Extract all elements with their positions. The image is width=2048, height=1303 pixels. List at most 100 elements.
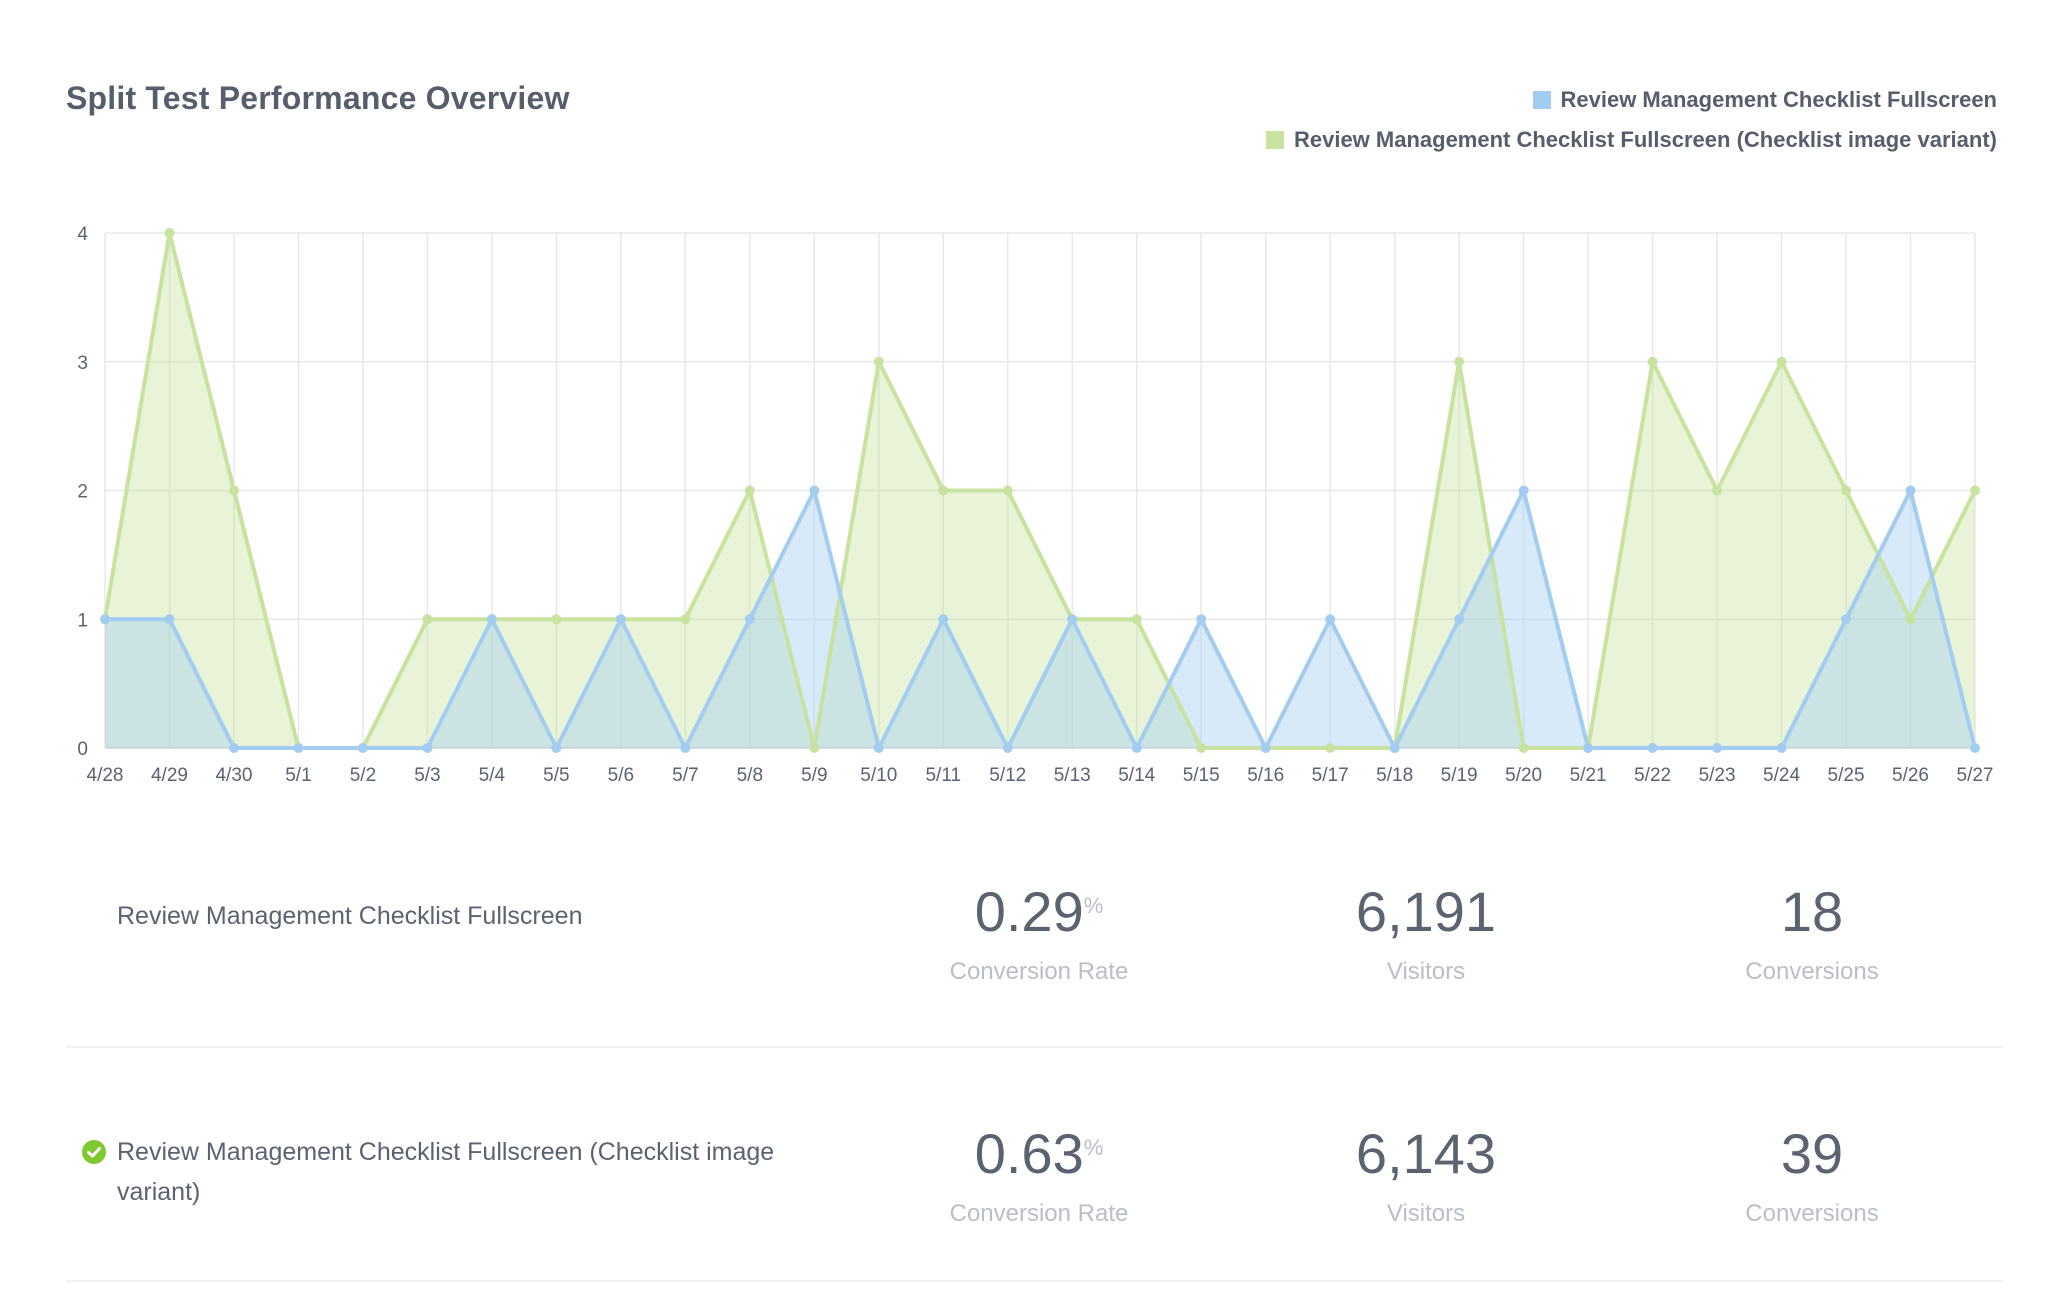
data-point[interactable] <box>1647 743 1658 753</box>
data-point[interactable] <box>1389 743 1400 753</box>
x-tick-label: 5/12 <box>989 765 1026 786</box>
data-point[interactable] <box>228 743 239 753</box>
data-point[interactable] <box>1518 743 1529 753</box>
data-point[interactable] <box>1325 614 1336 625</box>
data-point[interactable] <box>551 743 562 753</box>
x-tick-label: 5/25 <box>1828 765 1865 786</box>
x-tick-label: 5/22 <box>1634 765 1671 786</box>
x-tick-label: 5/4 <box>479 765 506 786</box>
data-point[interactable] <box>1454 614 1465 625</box>
data-point[interactable] <box>1712 743 1723 753</box>
conversion-rate-number: 0.29 <box>974 880 1084 943</box>
conversion-rate-label: Conversion Rate <box>949 958 1129 985</box>
data-point[interactable] <box>938 614 949 625</box>
data-point[interactable] <box>1905 485 1916 496</box>
data-point[interactable] <box>744 485 755 496</box>
y-tick-label: 2 <box>77 482 88 503</box>
data-point[interactable] <box>100 614 110 625</box>
visitors-value: 6,191 <box>1355 880 1497 943</box>
data-point[interactable] <box>744 614 755 625</box>
data-point[interactable] <box>938 485 949 496</box>
x-tick-label: 5/5 <box>543 765 569 786</box>
data-point[interactable] <box>1131 743 1142 753</box>
y-tick-label: 1 <box>77 610 88 631</box>
y-tick-label: 0 <box>77 739 88 760</box>
x-tick-label: 5/10 <box>860 765 897 786</box>
x-tick-label: 5/11 <box>925 765 961 786</box>
visitors-metric: 6,143 Visitors <box>1276 1122 1576 1228</box>
data-point[interactable] <box>873 356 884 367</box>
data-point[interactable] <box>873 743 884 753</box>
legend-swatch-variant <box>1265 131 1284 149</box>
data-point[interactable] <box>1905 614 1916 625</box>
conversions-label: Conversions <box>1745 1200 1879 1227</box>
conversion-rate-label: Conversion Rate <box>949 1200 1129 1227</box>
data-point[interactable] <box>1518 485 1529 496</box>
data-point[interactable] <box>809 743 820 753</box>
data-point[interactable] <box>680 614 691 625</box>
percent-unit: % <box>1083 1135 1104 1160</box>
chart-points[interactable] <box>100 228 1980 753</box>
variant-row-control[interactable]: Review Management Checklist Fullscreen 0… <box>66 860 2002 1048</box>
x-tick-label: 5/14 <box>1118 765 1155 786</box>
series-line-1 <box>103 231 1977 750</box>
conversions-metric: 39 Conversions <box>1662 1122 1962 1228</box>
visitors-value: 6,143 <box>1355 1122 1497 1185</box>
x-tick-label: 5/18 <box>1376 765 1413 786</box>
data-point[interactable] <box>1647 356 1658 367</box>
legend-label-variant: Review Management Checklist Fullscreen (… <box>1293 127 1997 152</box>
data-point[interactable] <box>551 614 562 625</box>
variant-name: Review Management Checklist Fullscreen (… <box>117 1138 775 1206</box>
data-point[interactable] <box>1002 485 1013 496</box>
y-tick-label: 3 <box>77 353 88 374</box>
data-point[interactable] <box>1776 743 1787 753</box>
chart-legend: Review Management Checklist Fullscreen R… <box>1265 80 1997 160</box>
x-tick-label: 5/20 <box>1505 765 1542 786</box>
data-point[interactable] <box>1970 485 1980 496</box>
data-point[interactable] <box>809 485 820 496</box>
data-point[interactable] <box>1970 743 1980 753</box>
data-point[interactable] <box>1196 614 1207 625</box>
data-point[interactable] <box>1841 485 1852 496</box>
legend-swatch-control <box>1532 91 1551 109</box>
data-point[interactable] <box>486 614 497 625</box>
series-line-0 <box>105 488 1977 750</box>
page-title: Split Test Performance Overview <box>66 80 570 116</box>
data-point[interactable] <box>1712 485 1723 496</box>
x-tick-label: 4/29 <box>151 765 188 786</box>
data-point[interactable] <box>1454 356 1465 367</box>
data-point[interactable] <box>1260 743 1271 753</box>
data-point[interactable] <box>1583 743 1594 753</box>
data-point[interactable] <box>164 614 175 625</box>
data-point[interactable] <box>422 743 433 753</box>
data-point[interactable] <box>422 614 433 625</box>
data-point[interactable] <box>228 485 239 496</box>
chart-areas <box>105 233 1975 748</box>
data-point[interactable] <box>1002 743 1013 753</box>
series-area-0 <box>105 490 1975 748</box>
conversions-value: 18 <box>1780 880 1844 943</box>
data-point[interactable] <box>1841 614 1852 625</box>
visitors-label: Visitors <box>1386 1200 1466 1227</box>
data-point[interactable] <box>615 614 626 625</box>
data-point[interactable] <box>1067 614 1078 625</box>
data-point[interactable] <box>1325 743 1336 753</box>
legend-item-control[interactable]: Review Management Checklist Fullscreen <box>1266 80 1997 120</box>
conversion-rate-metric: 0.29% Conversion Rate <box>889 880 1189 986</box>
data-point[interactable] <box>1196 743 1207 753</box>
conversion-rate-number: 0.63 <box>974 1122 1084 1185</box>
data-point[interactable] <box>1776 356 1787 367</box>
data-point[interactable] <box>357 743 368 753</box>
percent-unit: % <box>1083 893 1104 918</box>
conversions-value: 39 <box>1780 1122 1844 1185</box>
conversion-rate-value: 0.29% <box>889 880 1189 944</box>
data-point[interactable] <box>164 228 175 238</box>
x-tick-label: 5/8 <box>737 765 763 786</box>
conversions-label: Conversions <box>1745 958 1879 985</box>
data-point[interactable] <box>293 743 304 753</box>
legend-item-variant[interactable]: Review Management Checklist Fullscreen (… <box>1265 120 1997 160</box>
x-tick-label: 5/27 <box>1957 765 1994 786</box>
data-point[interactable] <box>1131 614 1142 625</box>
variant-row-variant[interactable]: Review Management Checklist Fullscreen (… <box>66 1048 2002 1282</box>
data-point[interactable] <box>680 743 691 753</box>
